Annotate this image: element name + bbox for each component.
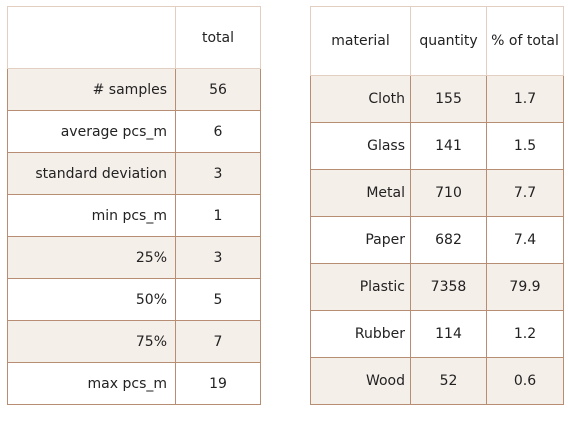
material-name: Rubber bbox=[311, 311, 411, 358]
table-row: Rubber 114 1.2 bbox=[311, 311, 564, 358]
summary-statistics-table: total # samples 56 average pcs_m 6 stand… bbox=[7, 6, 261, 405]
header-quantity: quantity bbox=[411, 7, 487, 76]
table-row: Paper 682 7.4 bbox=[311, 217, 564, 264]
table-row: Plastic 7358 79.9 bbox=[311, 264, 564, 311]
row-label: 25% bbox=[8, 237, 176, 279]
summary-header-row: total bbox=[8, 7, 261, 69]
material-name: Plastic bbox=[311, 264, 411, 311]
table-row: average pcs_m 6 bbox=[8, 111, 261, 153]
material-quantity: 114 bbox=[411, 311, 487, 358]
table-row: max pcs_m 19 bbox=[8, 363, 261, 405]
table-row: 50% 5 bbox=[8, 279, 261, 321]
material-quantity: 52 bbox=[411, 358, 487, 405]
table-row: # samples 56 bbox=[8, 69, 261, 111]
material-quantity: 682 bbox=[411, 217, 487, 264]
row-value: 56 bbox=[176, 69, 261, 111]
row-value: 3 bbox=[176, 153, 261, 195]
material-percent: 1.2 bbox=[487, 311, 564, 358]
row-label: max pcs_m bbox=[8, 363, 176, 405]
material-name: Wood bbox=[311, 358, 411, 405]
material-name: Paper bbox=[311, 217, 411, 264]
table-row: Wood 52 0.6 bbox=[311, 358, 564, 405]
summary-header-label bbox=[8, 7, 176, 69]
row-value: 19 bbox=[176, 363, 261, 405]
table-row: standard deviation 3 bbox=[8, 153, 261, 195]
material-quantity: 155 bbox=[411, 76, 487, 123]
material-quantity: 710 bbox=[411, 170, 487, 217]
table-row: Glass 141 1.5 bbox=[311, 123, 564, 170]
table-row: 75% 7 bbox=[8, 321, 261, 363]
material-percent: 7.7 bbox=[487, 170, 564, 217]
row-value: 7 bbox=[176, 321, 261, 363]
row-label: 50% bbox=[8, 279, 176, 321]
material-name: Glass bbox=[311, 123, 411, 170]
row-value: 6 bbox=[176, 111, 261, 153]
summary-header-total: total bbox=[176, 7, 261, 69]
material-name: Metal bbox=[311, 170, 411, 217]
row-label: min pcs_m bbox=[8, 195, 176, 237]
material-percent: 0.6 bbox=[487, 358, 564, 405]
row-value: 5 bbox=[176, 279, 261, 321]
material-name: Cloth bbox=[311, 76, 411, 123]
material-quantity: 7358 bbox=[411, 264, 487, 311]
table-row: Cloth 155 1.7 bbox=[311, 76, 564, 123]
material-breakdown-table: material quantity % of total Cloth 155 1… bbox=[310, 6, 564, 405]
row-label: 75% bbox=[8, 321, 176, 363]
material-percent: 1.7 bbox=[487, 76, 564, 123]
row-value: 1 bbox=[176, 195, 261, 237]
table-row: 25% 3 bbox=[8, 237, 261, 279]
material-percent: 79.9 bbox=[487, 264, 564, 311]
row-label: average pcs_m bbox=[8, 111, 176, 153]
material-header-row: material quantity % of total bbox=[311, 7, 564, 76]
header-material: material bbox=[311, 7, 411, 76]
table-row: Metal 710 7.7 bbox=[311, 170, 564, 217]
row-label: # samples bbox=[8, 69, 176, 111]
material-quantity: 141 bbox=[411, 123, 487, 170]
table-row: min pcs_m 1 bbox=[8, 195, 261, 237]
row-label: standard deviation bbox=[8, 153, 176, 195]
row-value: 3 bbox=[176, 237, 261, 279]
material-percent: 1.5 bbox=[487, 123, 564, 170]
material-percent: 7.4 bbox=[487, 217, 564, 264]
header-percent-of-total: % of total bbox=[487, 7, 564, 76]
